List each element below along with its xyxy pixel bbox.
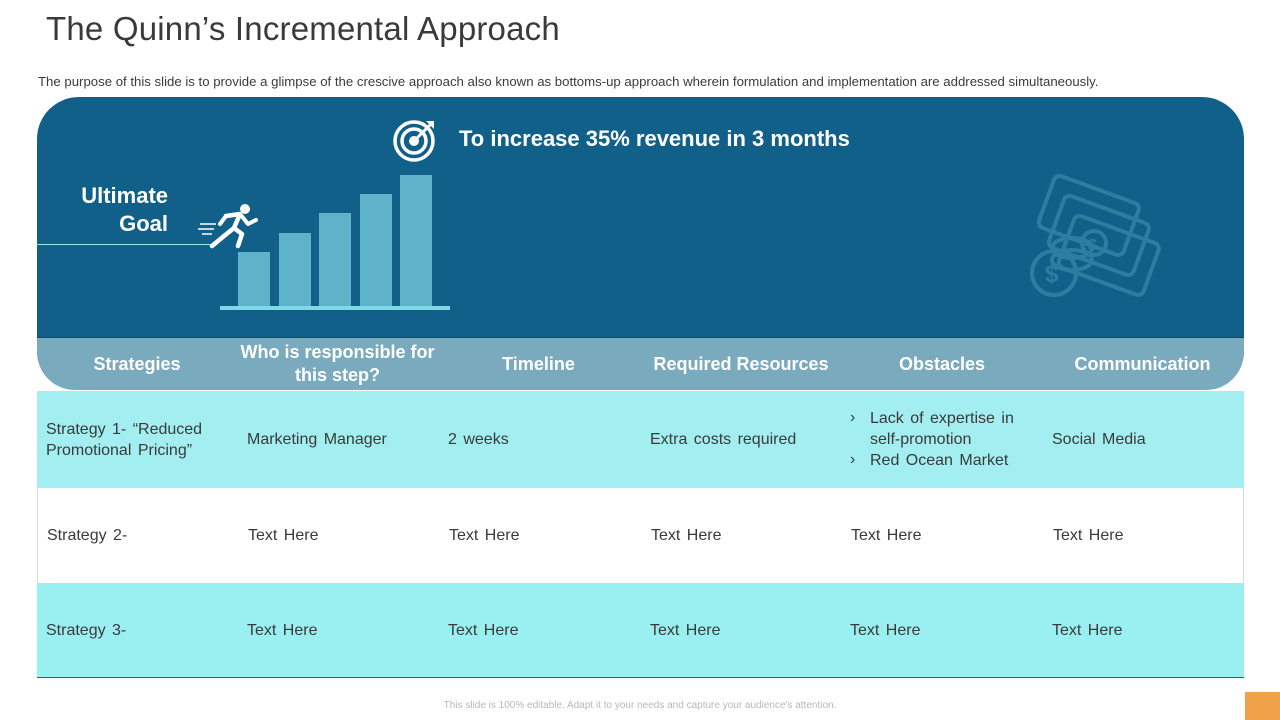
ultimate-goal-line2: Goal	[119, 211, 168, 236]
growth-bar-4	[360, 194, 392, 306]
slide-title: The Quinn’s Incremental Approach	[46, 10, 560, 47]
header-timeline: Timeline	[502, 353, 575, 374]
slide-subtitle: The purpose of this slide is to provide …	[38, 74, 1099, 89]
header-communication: Communication	[1074, 353, 1211, 374]
target-icon	[393, 120, 435, 162]
svg-text:$: $	[1045, 261, 1059, 288]
ultimate-goal-line1: Ultimate	[81, 183, 168, 208]
responsible-cell: Text Here	[247, 621, 318, 639]
timeline-cell: Text Here	[449, 527, 520, 544]
obstacles-list: Lack of expertise in self-promotion Red …	[850, 407, 1040, 471]
timeline-cell: Text Here	[448, 621, 519, 639]
header-resources: Required Resources	[653, 353, 829, 374]
obstacles-cell: Text Here	[851, 527, 922, 544]
table-bottom-border	[37, 677, 1244, 678]
runner-icon	[198, 204, 258, 249]
corner-accent	[1245, 692, 1280, 720]
strategy-cell: Strategy 2-	[47, 527, 128, 544]
communication-cell: Text Here	[1052, 621, 1123, 639]
obstacle-item: Lack of expertise in self-promotion	[850, 407, 1040, 450]
header-obstacles: Obstacles	[898, 353, 986, 374]
growth-bar-3	[319, 213, 351, 306]
resources-cell: Text Here	[651, 527, 722, 544]
communication-cell: Social Media	[1052, 431, 1146, 448]
strategy-cell: Strategy 3-	[46, 621, 127, 639]
money-stack-icon: $ $	[1030, 173, 1161, 298]
communication-cell: Text Here	[1053, 527, 1124, 544]
responsible-cell: Text Here	[248, 527, 319, 544]
table-header-row: Strategies Who is responsible for this s…	[37, 337, 1244, 390]
resources-cell: Extra costs required	[650, 431, 797, 448]
table-row: Strategy 3- Text Here Text Here Text Her…	[37, 583, 1244, 677]
header-strategies: Strategies	[93, 353, 181, 374]
obstacles-cell: Lack of expertise in self-promotion Red …	[850, 391, 1040, 488]
goal-statement: To increase 35% revenue in 3 months	[459, 126, 850, 151]
growth-bar-2	[279, 233, 311, 306]
header-responsible: Who is responsible for this step?	[240, 342, 435, 385]
obstacle-item: Red Ocean Market	[850, 449, 1040, 471]
growth-bar-5	[400, 175, 432, 306]
footer-note: This slide is 100% editable. Adapt it to…	[443, 700, 837, 711]
timeline-cell: 2 weeks	[448, 431, 509, 448]
strategy-cell: Strategy 1- “Reduced Promotional Pricing…	[46, 420, 203, 459]
obstacles-cell: Text Here	[850, 621, 921, 639]
goal-connector-line	[37, 244, 212, 245]
resources-cell: Text Here	[650, 621, 721, 639]
table-row: Strategy 2- Text Here Text Here Text Her…	[37, 488, 1244, 583]
ultimate-goal-label: Ultimate Goal	[60, 182, 168, 238]
growth-bar-graphic	[220, 175, 450, 310]
table-row: Strategy 1- “Reduced Promotional Pricing…	[37, 391, 1244, 488]
growth-baseline	[220, 306, 450, 310]
growth-bar-1	[238, 252, 270, 306]
responsible-cell: Marketing Manager	[247, 431, 387, 448]
svg-text:$: $	[1088, 237, 1097, 254]
